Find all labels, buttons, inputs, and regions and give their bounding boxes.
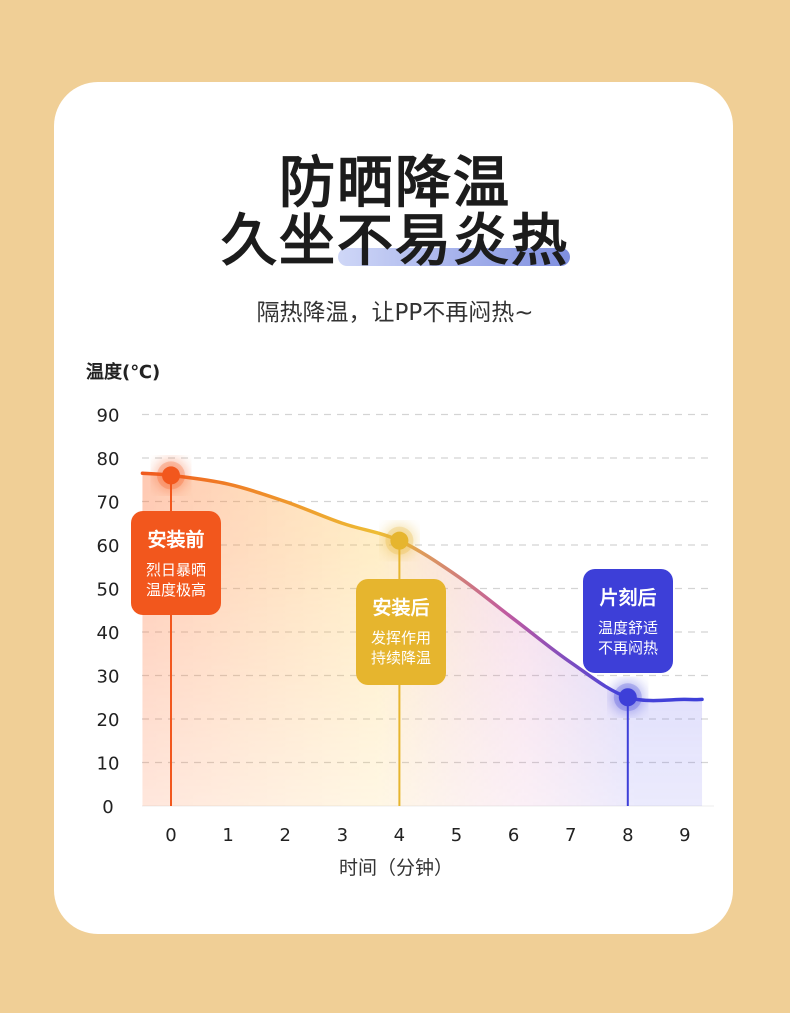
callout-box [131, 511, 221, 615]
x-tick-label: 9 [679, 825, 690, 846]
callout-line-1: 发挥作用 [371, 629, 431, 647]
data-point [618, 688, 637, 707]
callout-line-2: 温度极高 [146, 581, 206, 599]
callout-line-1: 烈日暴晒 [146, 561, 206, 579]
callout-line-1: 温度舒适 [598, 619, 658, 637]
callout-title: 安装前 [147, 528, 204, 551]
data-point [162, 466, 180, 485]
y-tick-label: 30 [97, 667, 120, 688]
x-tick-label: 1 [222, 825, 233, 846]
y-tick-label: 10 [97, 754, 120, 775]
y-tick-label: 70 [97, 493, 120, 514]
title-highlight [338, 248, 570, 266]
title-line-2: 久坐不易炎热 [221, 209, 569, 274]
y-tick-label: 50 [97, 580, 120, 601]
x-tick-label: 7 [565, 825, 576, 846]
x-tick-label: 0 [165, 825, 176, 846]
x-tick-label: 2 [279, 825, 290, 846]
x-tick-label: 8 [622, 825, 633, 846]
callout-box [583, 569, 673, 673]
y-tick-label: 80 [97, 449, 120, 470]
x-tick-label: 5 [451, 825, 462, 846]
x-tick-label: 3 [337, 825, 348, 846]
y-axis-label: 温度(℃) [86, 361, 160, 383]
y-tick-label: 20 [97, 710, 120, 731]
x-tick-label: 6 [508, 825, 519, 846]
title-line-1: 防晒降温 [279, 151, 511, 216]
subtitle: 隔热降温，让PP不再闷热~ [256, 300, 534, 326]
callout-line-2: 持续降温 [371, 649, 431, 667]
callout-title: 片刻后 [599, 586, 656, 609]
callout-box [356, 579, 446, 685]
y-tick-label: 40 [97, 623, 120, 644]
y-tick-label: 60 [97, 536, 120, 557]
y-tick-label: 90 [97, 406, 120, 427]
callout-line-2: 不再闷热 [598, 639, 658, 657]
callout-title: 安装后 [372, 596, 429, 619]
x-tick-label: 4 [394, 825, 405, 846]
x-axis-label: 时间（分钟） [339, 857, 453, 879]
y-tick-label: 0 [102, 797, 113, 818]
data-point [390, 531, 409, 550]
